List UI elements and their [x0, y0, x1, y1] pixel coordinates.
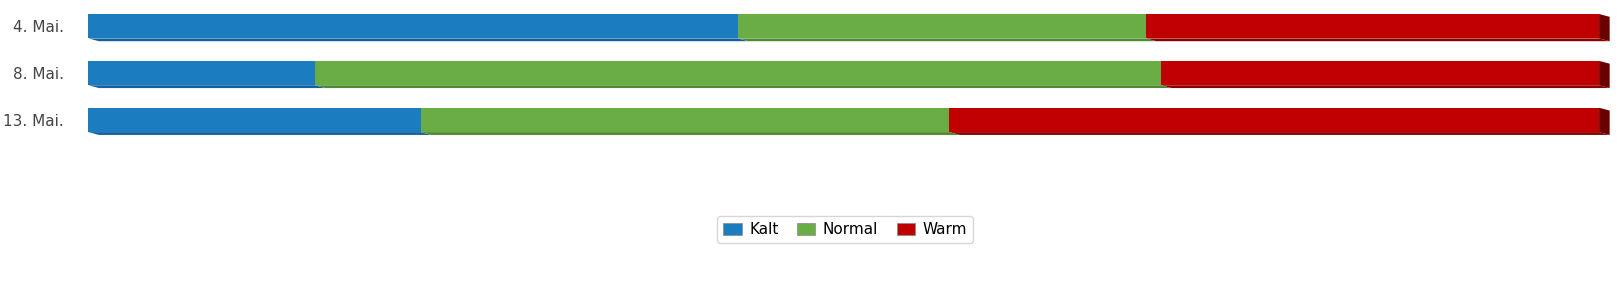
Polygon shape — [949, 132, 961, 135]
Polygon shape — [89, 14, 739, 38]
Polygon shape — [1162, 85, 1171, 88]
Polygon shape — [421, 132, 431, 135]
Polygon shape — [1599, 108, 1610, 135]
Polygon shape — [949, 132, 1610, 135]
Polygon shape — [89, 38, 99, 41]
Polygon shape — [89, 132, 99, 135]
Polygon shape — [421, 132, 961, 135]
Polygon shape — [421, 108, 949, 132]
Polygon shape — [1145, 14, 1599, 38]
Polygon shape — [1145, 38, 1157, 41]
Polygon shape — [314, 85, 1171, 88]
Polygon shape — [89, 132, 431, 135]
Polygon shape — [739, 38, 748, 41]
Polygon shape — [1599, 61, 1610, 88]
Polygon shape — [1162, 85, 1610, 88]
Polygon shape — [89, 61, 314, 85]
Polygon shape — [89, 85, 99, 88]
Polygon shape — [89, 108, 421, 132]
Polygon shape — [314, 85, 326, 88]
Legend: Kalt, Normal, Warm: Kalt, Normal, Warm — [718, 216, 974, 243]
Polygon shape — [89, 38, 748, 41]
Polygon shape — [949, 108, 1599, 132]
Polygon shape — [1145, 38, 1610, 41]
Polygon shape — [314, 61, 1162, 85]
Polygon shape — [739, 14, 1145, 38]
Polygon shape — [739, 38, 1157, 41]
Polygon shape — [89, 85, 326, 88]
Polygon shape — [1162, 61, 1599, 85]
Polygon shape — [1599, 14, 1610, 41]
